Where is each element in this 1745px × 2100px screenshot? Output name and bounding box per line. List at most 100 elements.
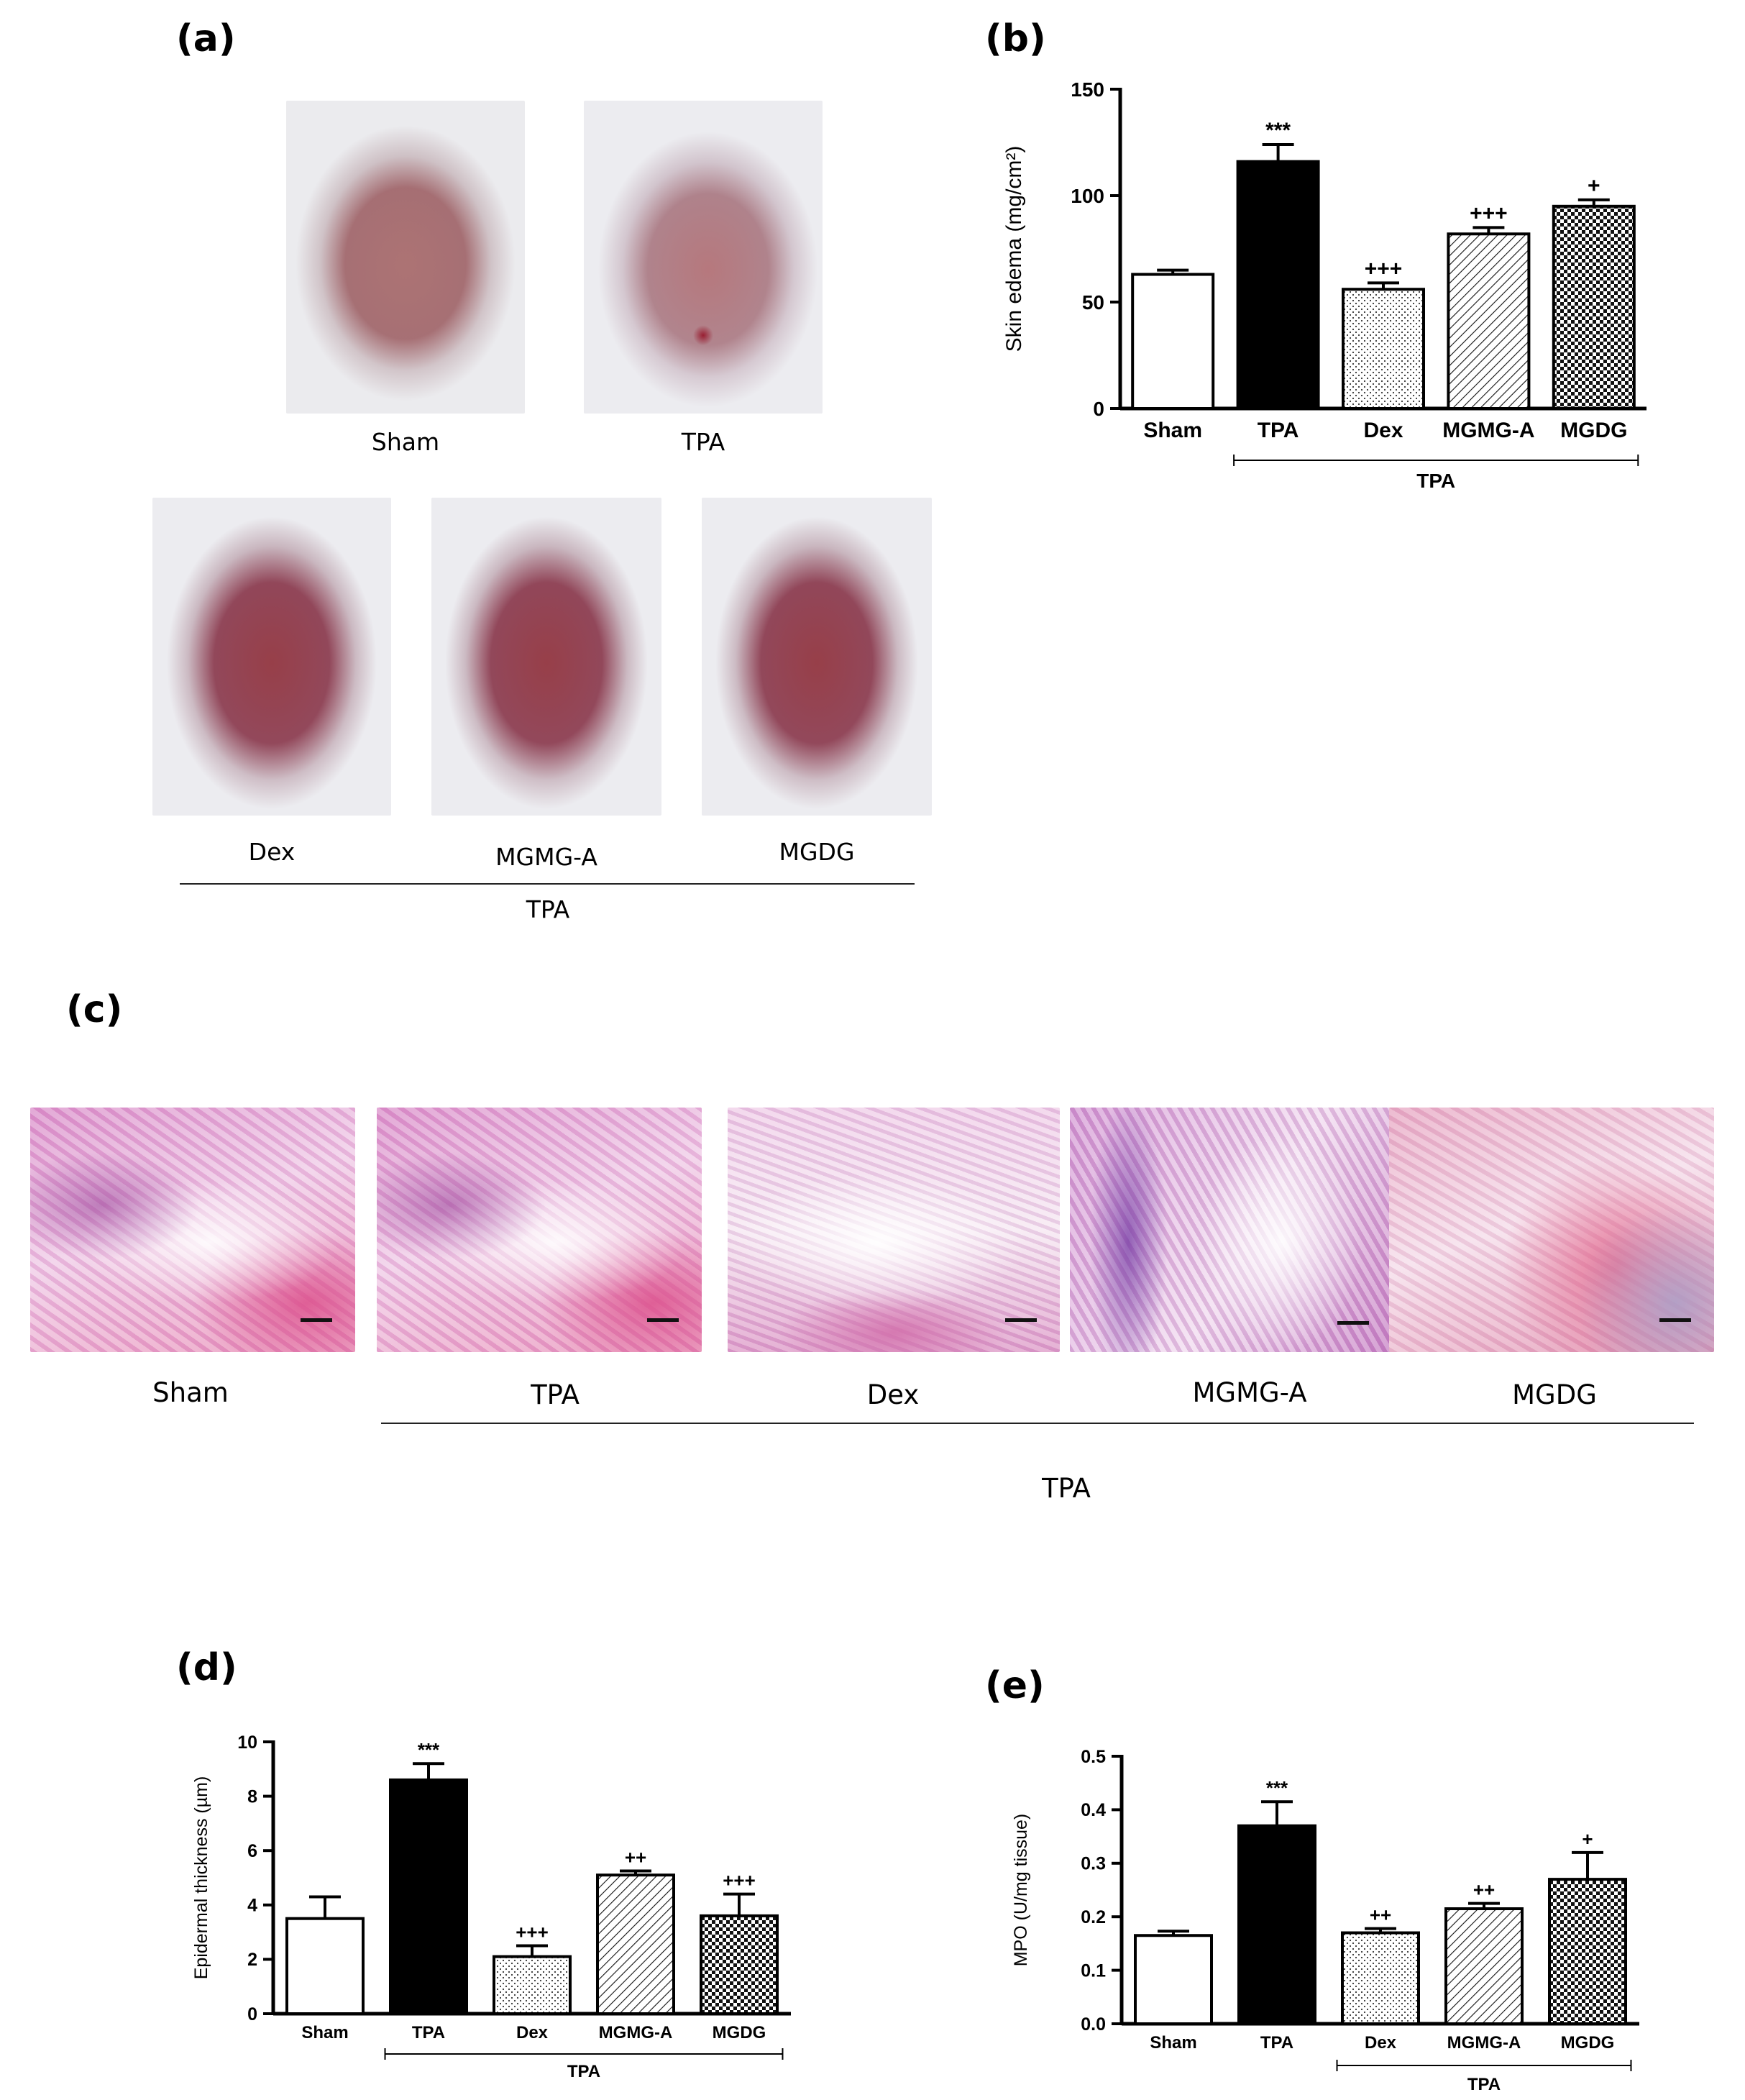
y-tick-label: 0 [247,2004,257,2024]
bar-mgdg [1548,1878,1627,2025]
bar-mgdg [700,1914,779,2016]
significance-mark: *** [1265,119,1291,142]
scale-bar [301,1318,332,1322]
y-tick-label: 0.3 [1081,1854,1106,1874]
y-tick-label: 8 [247,1786,257,1807]
x-tick-label: TPA [1260,2033,1293,2053]
photo-label-sham: Sham [371,428,440,456]
x-tick-label: MGDG [713,2023,766,2042]
histology-label-tpa: TPA [531,1379,580,1410]
histology-mgmga [1070,1108,1395,1352]
histology-label-sham: Sham [152,1377,229,1408]
y-tick-label: 2 [247,1950,257,1970]
y-tick-label: 100 [1071,185,1104,207]
y-tick-label: 0.0 [1081,2014,1106,2035]
panel-c-letter: (c) [66,988,123,1031]
significance-mark: +++ [1470,201,1508,225]
panel-a-letter: (a) [176,17,236,60]
x-tick-label: Dex [1365,2033,1397,2053]
y-tick-label: 0 [1093,398,1104,420]
scale-bar [1659,1318,1691,1322]
x-tick-label: TPA [1258,419,1299,442]
group-label: TPA [1467,2075,1501,2094]
histology-dex [728,1108,1060,1352]
y-tick-label: 150 [1071,78,1104,101]
panel-b-letter: (b) [985,17,1046,60]
bar-sham [1131,273,1215,410]
y-tick-label: 50 [1082,291,1104,314]
x-tick-label: MGDG [1561,2033,1615,2053]
photo-label-dex: Dex [248,838,296,866]
x-tick-label: MGMG-A [1447,2033,1521,2053]
histology-label-dex: Dex [866,1379,920,1410]
x-tick-label: TPA [412,2023,445,2042]
bar-dex [1342,288,1425,410]
y-tick-label: 0.2 [1081,1907,1106,1927]
bar-dex [1341,1931,1420,2025]
significance-mark: *** [418,1739,440,1761]
histology-label-mgmga: MGMG-A [1192,1377,1307,1408]
scale-bar [1337,1321,1369,1325]
x-tick-label: Sham [1143,419,1202,442]
bar-tpa [1237,1824,1316,2025]
bar-mgmg-a [1444,1907,1524,2025]
photo-mgdg-mouse [702,498,932,816]
y-tick-label: 4 [247,1896,257,1916]
photo-sham-mouse [286,101,525,414]
significance-mark: ++ [1370,1904,1391,1926]
y-axis-label: MPO (U/mg tissue) [1011,1814,1031,1967]
significance-mark: ++ [625,1847,646,1868]
y-axis-label: Epidermal thickness (µm) [191,1776,211,1980]
x-tick-label: MGDG [1560,419,1627,442]
significance-mark: +++ [1365,257,1403,280]
histology-mgdg [1389,1108,1714,1352]
scale-bar [1005,1318,1037,1322]
significance-mark: *** [1266,1777,1288,1799]
bar-tpa [389,1778,468,2015]
x-tick-label: MGMG-A [599,2023,673,2042]
histology-sham [30,1108,355,1352]
panel-d-letter: (d) [176,1646,237,1689]
y-axis-label: Skin edema (mg/cm²) [1002,146,1026,352]
bar-mgmg-a [596,1873,675,2015]
significance-mark: + [1582,1828,1593,1850]
significance-mark: +++ [516,1922,549,1943]
y-tick-label: 6 [247,1841,257,1861]
significance-mark: + [1588,174,1600,198]
y-tick-label: 0.5 [1081,1747,1106,1767]
photo-tpa-mouse [584,101,823,414]
photo-label-tpa: TPA [681,428,725,456]
group-label: TPA [1416,470,1455,492]
photo-mgmga-mouse [431,498,661,816]
scale-bar [647,1318,679,1322]
significance-mark: ++ [1473,1879,1495,1901]
photo-label-mgmga: MGMG-A [495,843,597,871]
histology-tpa [377,1108,702,1352]
chart-mpo: 0.0 0.1 0.2 0.3 0.4 0.5 MPO (U/mg tissue) Sham *… [1011,1747,1639,2094]
group-label: TPA [567,2062,600,2081]
chart-epidermal-thickness: 0 2 4 6 8 10 Epidermal thickness (µm) Sham *** TP… [191,1732,791,2081]
x-tick-label: MGMG-A [1442,419,1534,442]
x-tick-label: Dex [516,2023,549,2042]
tpa-group-line-c [381,1423,1694,1424]
photo-label-mgdg: MGDG [779,838,855,866]
bar-mgmg-a [1447,232,1531,410]
histology-label-mgdg: MGDG [1512,1379,1597,1410]
panel-e-letter: (e) [985,1664,1045,1707]
photo-dex-mouse [152,498,391,816]
y-tick-label: 0.4 [1081,1800,1106,1820]
tpa-group-label-a: TPA [526,895,570,923]
x-tick-label: Sham [1150,2033,1196,2053]
bar-dex [493,1955,572,2015]
y-tick-label: 10 [237,1732,257,1753]
bar-sham [1134,1934,1213,2025]
tpa-group-label-c: TPA [1042,1473,1091,1504]
significance-mark: +++ [723,1870,756,1891]
tpa-group-line-a [180,883,915,885]
y-tick-label: 0.1 [1081,1960,1106,1981]
bar-tpa [1236,160,1320,410]
x-tick-label: Dex [1363,419,1403,442]
bar-mgdg [1552,204,1636,411]
